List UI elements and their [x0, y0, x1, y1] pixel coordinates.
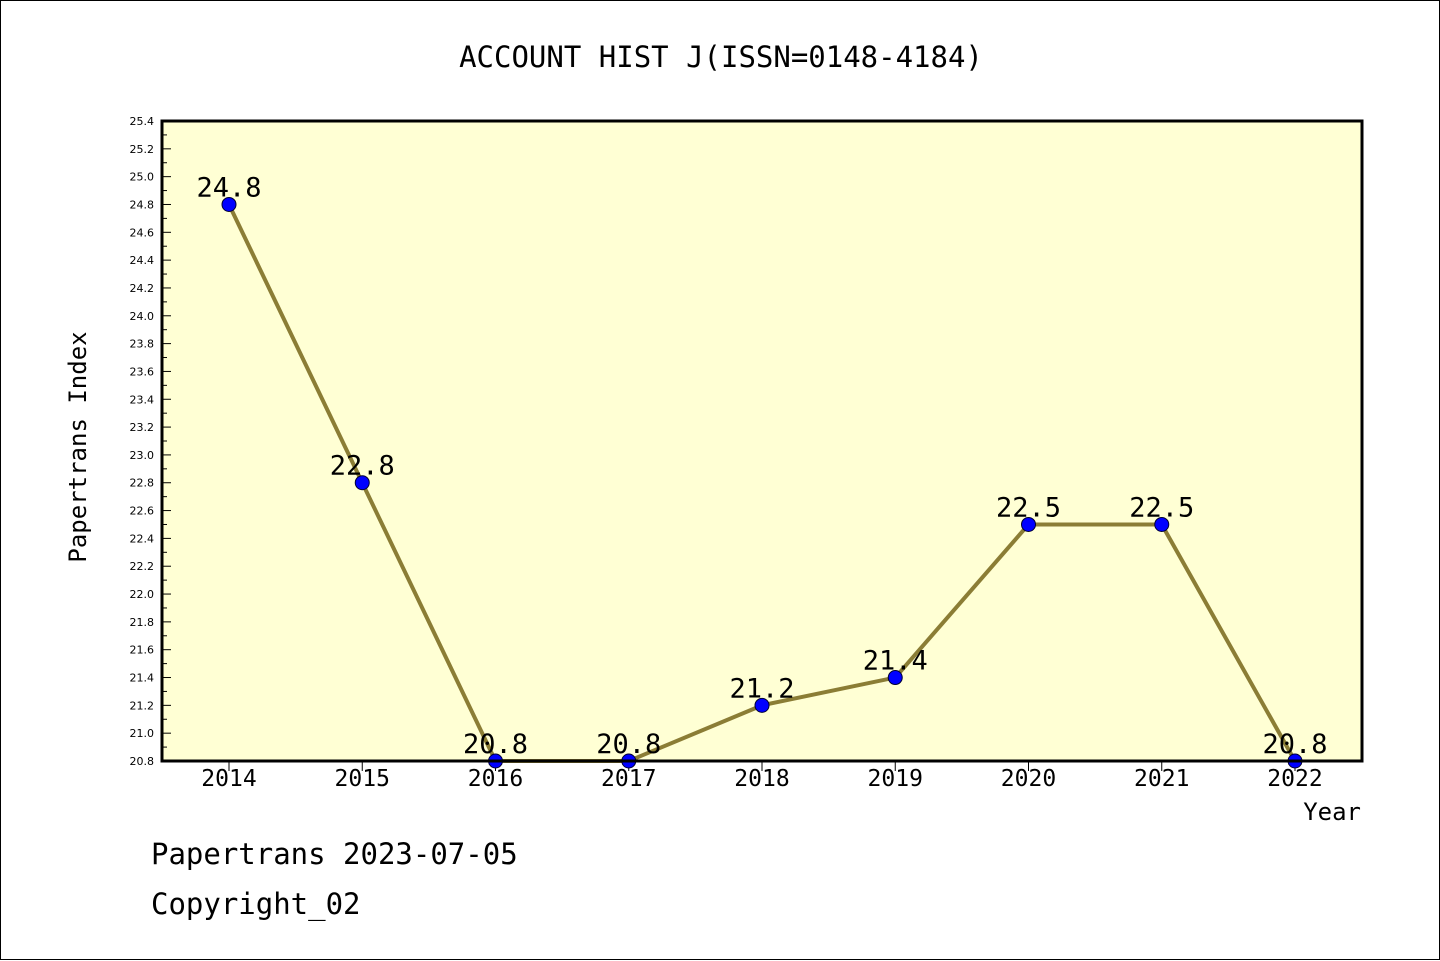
y-tick-label: 22.2: [130, 560, 155, 573]
x-tick-label: 2021: [1134, 766, 1189, 792]
data-labels: 24.8 22.8 20.8 20.8 21.2 21.4 22.5 22.5 20.8: [196, 172, 1327, 760]
y-tick-label: 21.0: [130, 727, 155, 740]
y-tick-label: 20.8: [130, 755, 155, 768]
y-tick-label: 21.6: [130, 644, 155, 657]
y-tick-label: 22.6: [130, 505, 155, 518]
x-axis: 2014 2015 2016 2017 2018 2019 2020 2021 2022: [201, 761, 1323, 792]
y-axis-label: Papertrans Index: [64, 331, 92, 562]
y-tick-label: 24.8: [130, 198, 155, 211]
data-point: [1154, 516, 1170, 532]
data-point: [354, 475, 370, 491]
plot-area: [162, 121, 1362, 761]
x-axis-label: Year: [1303, 798, 1361, 826]
plot-border: [160, 119, 1364, 763]
data-label: 22.8: [330, 451, 395, 482]
data-point: [887, 670, 903, 686]
y-tick-label: 21.4: [130, 672, 155, 685]
data-label: 22.5: [1129, 492, 1194, 523]
y-tick-label: 22.0: [130, 588, 155, 601]
y-tick-label: 22.4: [130, 532, 155, 545]
y-tick-label: 25.0: [130, 171, 155, 184]
data-label: 22.5: [996, 492, 1061, 523]
y-axis: 20.8 21.0 21.2 21.4 21.6 21.8 22.0 22.2 22.4 22.6…: [130, 115, 171, 768]
data-label: 24.8: [196, 172, 261, 203]
y-tick-label: 24.0: [130, 310, 155, 323]
x-tick-label: 2014: [201, 766, 256, 792]
x-tick-label: 2016: [468, 766, 523, 792]
y-tick-label: 24.4: [130, 254, 155, 267]
footer-copyright: Copyright_02: [151, 887, 361, 921]
data-label: 20.8: [596, 729, 661, 760]
chart-title: ACCOUNT HIST J(ISSN=0148-4184): [459, 40, 983, 74]
data-label: 20.8: [1262, 729, 1327, 760]
y-tick-label: 25.2: [130, 143, 155, 156]
x-tick-label: 2017: [601, 766, 656, 792]
y-tick-label: 23.6: [130, 365, 155, 378]
data-label: 21.2: [729, 673, 794, 704]
x-tick-label: 2022: [1267, 766, 1322, 792]
x-tick-label: 2018: [734, 766, 789, 792]
y-tick-label: 24.2: [130, 282, 155, 295]
x-tick-label: 2015: [335, 766, 390, 792]
y-tick-label: 21.8: [130, 616, 155, 629]
y-tick-label: 23.0: [130, 449, 155, 462]
x-tick-label: 2020: [1001, 766, 1056, 792]
data-point: [221, 196, 237, 212]
x-tick-label: 2019: [868, 766, 923, 792]
data-label: 20.8: [463, 729, 528, 760]
y-tick-label: 22.8: [130, 477, 155, 490]
y-tick-label: 23.8: [130, 338, 155, 351]
data-point: [754, 697, 770, 713]
y-tick-label: 23.4: [130, 393, 155, 406]
y-tick-label: 21.2: [130, 699, 155, 712]
y-tick-label: 25.4: [130, 115, 155, 128]
data-point: [1021, 516, 1036, 532]
footer-date: Papertrans 2023-07-05: [151, 837, 518, 871]
y-tick-label: 23.2: [130, 421, 155, 434]
y-tick-label: 24.6: [130, 226, 155, 239]
data-label: 21.4: [863, 646, 928, 677]
series-layer: [221, 196, 1303, 769]
